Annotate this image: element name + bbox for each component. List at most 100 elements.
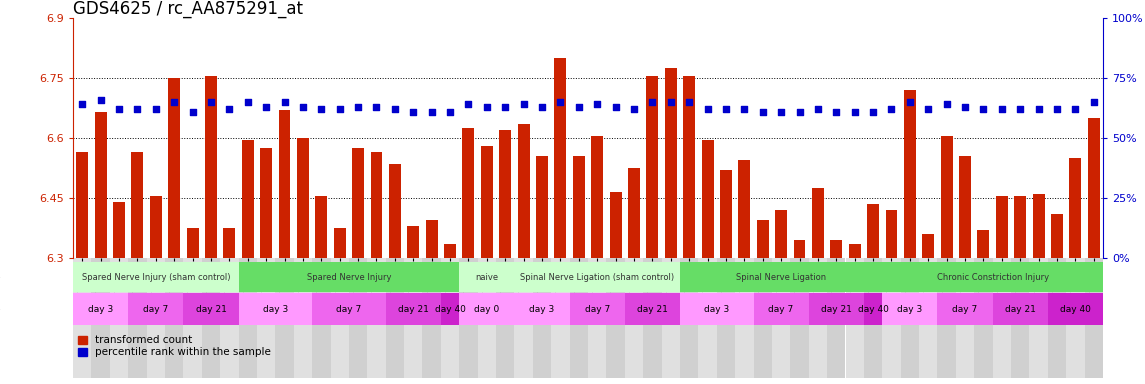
- Text: day 21: day 21: [397, 305, 428, 313]
- Bar: [313, 258, 331, 378]
- Bar: [514, 262, 680, 292]
- Point: [589, 101, 607, 108]
- Bar: [775, 210, 787, 258]
- Bar: [978, 230, 989, 258]
- Bar: [883, 262, 1103, 292]
- Bar: [753, 293, 808, 325]
- Bar: [793, 240, 805, 258]
- Bar: [205, 76, 216, 258]
- Bar: [883, 258, 901, 378]
- Point: [901, 99, 919, 105]
- Bar: [128, 293, 183, 325]
- Point: [643, 99, 662, 105]
- Bar: [1048, 293, 1103, 325]
- Bar: [941, 136, 953, 258]
- Point: [827, 109, 845, 115]
- Point: [256, 104, 275, 110]
- Bar: [808, 293, 863, 325]
- Bar: [569, 293, 625, 325]
- Bar: [73, 293, 128, 325]
- Bar: [238, 262, 459, 292]
- Bar: [643, 258, 662, 378]
- Text: day 3: day 3: [262, 305, 287, 313]
- Bar: [956, 258, 974, 378]
- Bar: [113, 202, 125, 258]
- Bar: [92, 258, 110, 378]
- Bar: [885, 210, 898, 258]
- Bar: [698, 258, 717, 378]
- Bar: [863, 293, 883, 325]
- Bar: [1066, 258, 1084, 378]
- Legend: transformed count, percentile rank within the sample: transformed count, percentile rank withi…: [78, 335, 270, 357]
- Bar: [444, 244, 456, 258]
- Text: day 7: day 7: [768, 305, 793, 313]
- Text: day 3: day 3: [704, 305, 729, 313]
- Bar: [938, 293, 993, 325]
- Bar: [960, 156, 971, 258]
- Bar: [132, 152, 143, 258]
- Bar: [441, 293, 459, 325]
- Bar: [238, 293, 313, 325]
- Text: day 7: day 7: [337, 305, 362, 313]
- Point: [808, 106, 827, 112]
- Text: day 40: day 40: [1060, 305, 1091, 313]
- Bar: [609, 192, 622, 258]
- Bar: [426, 220, 437, 258]
- Point: [551, 99, 569, 105]
- Bar: [919, 258, 938, 378]
- Point: [993, 106, 1011, 112]
- Point: [459, 101, 477, 108]
- Bar: [680, 258, 698, 378]
- Bar: [481, 146, 492, 258]
- Bar: [680, 293, 753, 325]
- Point: [662, 99, 680, 105]
- Bar: [572, 156, 585, 258]
- Point: [919, 106, 938, 112]
- Bar: [830, 240, 843, 258]
- Bar: [477, 258, 496, 378]
- Bar: [536, 156, 548, 258]
- Bar: [757, 220, 768, 258]
- Point: [1029, 106, 1048, 112]
- Bar: [589, 258, 607, 378]
- Bar: [735, 258, 753, 378]
- Bar: [1069, 158, 1081, 258]
- Text: day 40: day 40: [435, 305, 466, 313]
- Bar: [183, 293, 238, 325]
- Bar: [993, 293, 1048, 325]
- Point: [864, 109, 883, 115]
- Point: [331, 106, 349, 112]
- Bar: [331, 258, 349, 378]
- Bar: [514, 258, 532, 378]
- Bar: [1029, 258, 1048, 378]
- Bar: [514, 293, 569, 325]
- Text: day 0: day 0: [474, 305, 499, 313]
- Bar: [883, 293, 938, 325]
- Bar: [996, 196, 1008, 258]
- Bar: [680, 262, 883, 292]
- Bar: [922, 234, 934, 258]
- Bar: [684, 76, 695, 258]
- Text: GDS4625 / rc_AA875291_at: GDS4625 / rc_AA875291_at: [73, 0, 303, 18]
- Text: day 3: day 3: [529, 305, 554, 313]
- Point: [717, 106, 735, 112]
- Bar: [202, 258, 220, 378]
- Bar: [168, 78, 180, 258]
- Bar: [389, 164, 401, 258]
- Bar: [223, 228, 236, 258]
- Point: [294, 104, 313, 110]
- Point: [772, 109, 790, 115]
- Point: [938, 101, 956, 108]
- Point: [183, 109, 202, 115]
- Bar: [863, 258, 883, 378]
- Bar: [627, 168, 640, 258]
- Point: [1011, 106, 1029, 112]
- Bar: [532, 258, 551, 378]
- Bar: [333, 228, 346, 258]
- Bar: [408, 226, 419, 258]
- Point: [92, 96, 110, 103]
- Point: [570, 104, 589, 110]
- Bar: [974, 258, 993, 378]
- Point: [313, 106, 331, 112]
- Point: [1048, 106, 1066, 112]
